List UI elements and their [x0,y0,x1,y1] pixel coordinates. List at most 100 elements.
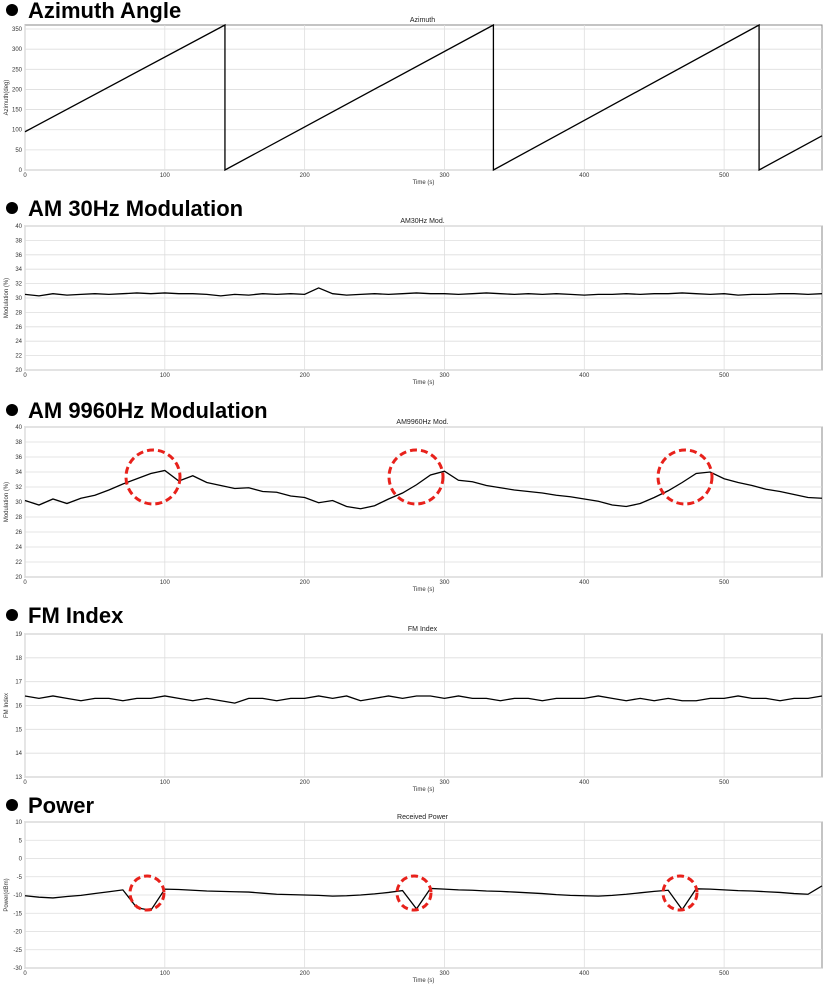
y-tick-label: 350 [12,27,23,33]
y-axis-label: Modulation (%) [4,482,10,522]
y-tick-label: 0 [19,857,23,863]
x-tick-label: 0 [23,373,27,379]
heading-bullet [6,404,18,416]
y-tick-label: 15 [15,727,22,733]
data-line [24,885,823,912]
y-tick-label: 22 [15,354,22,360]
y-tick-label: 26 [15,325,22,331]
y-tick-label: 200 [12,87,23,93]
y-tick-label: 28 [15,310,22,316]
section-heading: Azimuth Angle [28,0,181,23]
y-tick-label: 250 [12,67,23,73]
x-tick-label: 300 [439,780,450,786]
data-line [24,695,823,704]
x-axis-label: Time (s) [413,380,435,386]
y-tick-label: -15 [13,911,22,917]
y-axis-label: Modulation (%) [4,278,10,318]
y-tick-label: 38 [15,440,22,446]
y-tick-label: -30 [13,966,22,972]
y-tick-label: 18 [15,656,22,662]
x-tick-label: 300 [439,971,450,977]
y-tick-label: 30 [15,500,22,506]
x-tick-label: 200 [300,373,311,379]
x-tick-label: 0 [23,580,27,586]
y-tick-label: 14 [15,751,22,757]
data-line [24,287,823,297]
highlight-circle [128,874,166,912]
y-tick-label: 10 [15,820,22,826]
y-tick-label: 300 [12,47,23,53]
y-tick-label: 20 [15,575,22,581]
highlight-circle [124,448,182,506]
chart-title: AM30Hz Mod. [400,218,444,225]
x-tick-label: 300 [439,580,450,586]
y-tick-label: 30 [15,296,22,302]
chart-title: Received Power [397,814,449,821]
y-tick-label: 28 [15,515,22,521]
y-axis-label: Power(dBm) [4,878,10,911]
y-tick-label: 150 [12,108,23,114]
x-axis-label: Time (s) [413,978,435,984]
y-tick-label: 34 [15,267,22,273]
data-line [24,469,823,510]
x-tick-label: 300 [439,373,450,379]
y-tick-label: 40 [15,224,22,230]
highlight-circle [656,448,714,506]
heading-bullet [6,4,18,16]
section-heading: AM 9960Hz Modulation [28,398,268,423]
y-tick-label: 100 [12,128,23,134]
chart-title: Azimuth [410,17,435,24]
y-tick-label: 32 [15,485,22,491]
y-tick-label: 36 [15,455,22,461]
x-tick-label: 500 [719,373,730,379]
section-heading: FM Index [28,603,124,628]
y-tick-label: -25 [13,948,22,954]
heading-bullet [6,202,18,214]
y-tick-label: -20 [13,930,22,936]
chart-title: FM Index [408,626,438,633]
x-tick-label: 300 [439,173,450,179]
highlight-circle [661,874,699,912]
x-tick-label: 400 [579,580,590,586]
x-tick-label: 200 [300,173,311,179]
y-axis-label: FM Index [4,693,10,718]
data-line [24,23,823,172]
x-tick-label: 0 [23,173,27,179]
x-tick-label: 200 [300,580,311,586]
plot-area [24,24,823,171]
y-tick-label: 26 [15,530,22,536]
x-tick-label: 500 [719,580,730,586]
heading-bullet [6,799,18,811]
x-tick-label: 500 [719,971,730,977]
x-tick-label: 100 [160,971,171,977]
x-axis-label: Time (s) [413,180,435,186]
y-tick-label: -5 [17,875,23,881]
y-tick-label: 20 [15,368,22,374]
y-tick-label: 16 [15,704,22,710]
x-tick-label: 500 [719,173,730,179]
chart-title: AM9960Hz Mod. [396,419,448,426]
section-heading: AM 30Hz Modulation [28,196,243,221]
heading-bullet [6,609,18,621]
x-tick-label: 200 [300,780,311,786]
y-tick-label: 19 [15,632,22,638]
x-axis-label: Time (s) [413,587,435,593]
highlight-circle [387,448,445,506]
x-tick-label: 100 [160,780,171,786]
x-tick-label: 200 [300,971,311,977]
y-tick-label: 50 [15,148,22,154]
x-tick-label: 100 [160,580,171,586]
x-tick-label: 400 [579,971,590,977]
y-tick-label: 40 [15,425,22,431]
y-tick-label: 24 [15,545,22,551]
y-tick-label: 34 [15,470,22,476]
y-tick-label: 5 [19,838,23,844]
y-tick-label: 32 [15,282,22,288]
x-tick-label: 400 [579,780,590,786]
x-tick-label: 100 [160,373,171,379]
y-tick-label: 38 [15,238,22,244]
section-heading: Power [28,793,94,818]
x-tick-label: 400 [579,373,590,379]
x-tick-label: 0 [23,971,27,977]
y-tick-label: 22 [15,560,22,566]
